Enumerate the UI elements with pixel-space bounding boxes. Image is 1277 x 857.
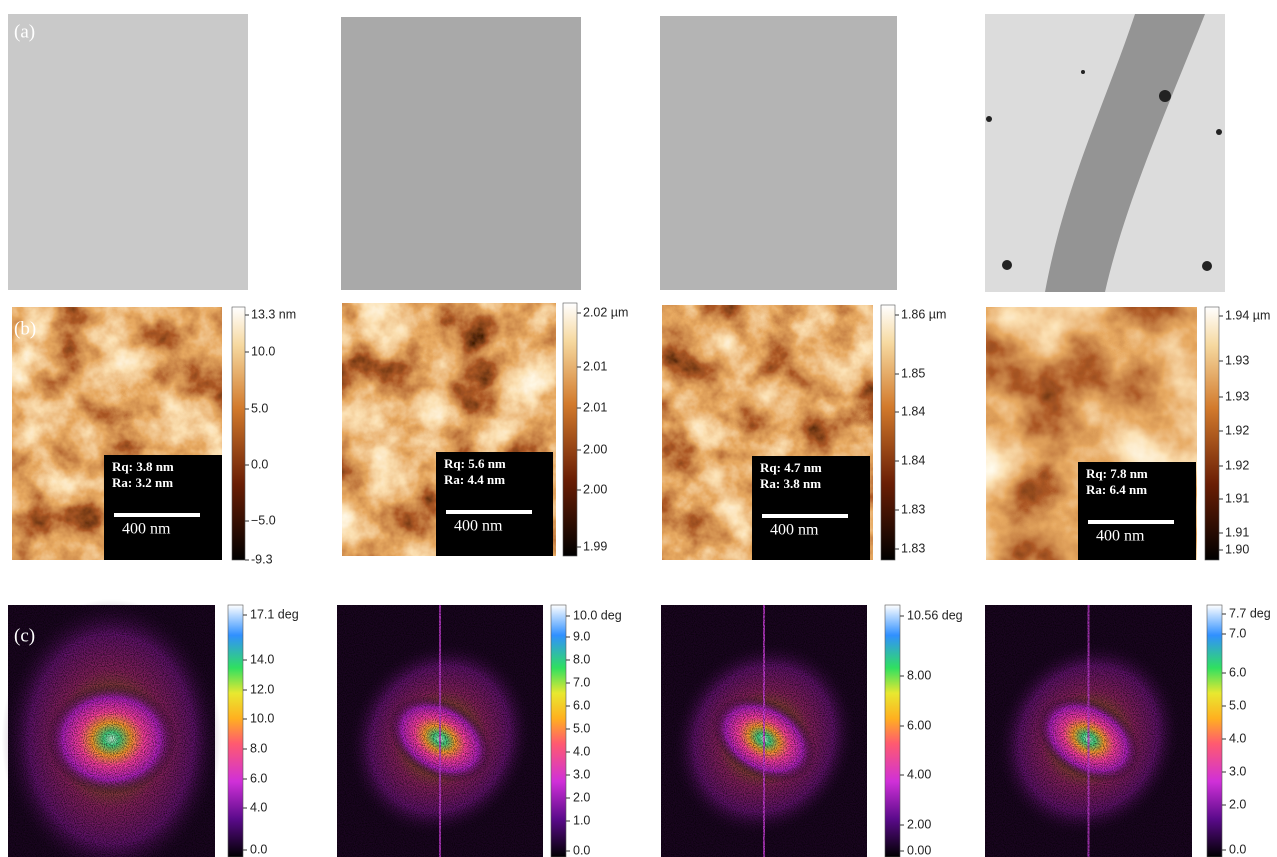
colorbar-label: 1.85 — [901, 366, 925, 380]
scale-label: 400 nm — [454, 518, 503, 535]
colorbar-label: 8.00 — [907, 668, 931, 682]
panel-label: (a) — [14, 21, 35, 42]
colorbar-label: 1.84 — [901, 404, 925, 418]
colorbar — [563, 303, 577, 556]
phase-grain — [661, 605, 867, 857]
particle — [1002, 260, 1012, 270]
particle — [1081, 70, 1085, 74]
colorbar-label: 1.0 — [573, 813, 590, 827]
colorbar-label: 0.0 — [251, 457, 268, 471]
particle — [986, 116, 992, 122]
colorbar-label: 17.1 deg — [250, 607, 299, 621]
colorbar-label: 8.0 — [573, 652, 590, 666]
colorbar-label: 0.0 — [250, 842, 267, 856]
phase-grain — [337, 605, 543, 857]
scale-label: 400 nm — [122, 521, 171, 538]
colorbar-label: 7.0 — [1229, 626, 1246, 640]
rq-label: Rq: 7.8 nm — [1086, 466, 1148, 481]
colorbar-label: 10.56 deg — [907, 608, 963, 622]
particle — [1159, 90, 1171, 102]
colorbar — [885, 605, 900, 857]
phase-grain — [8, 605, 215, 857]
colorbar-label: 1.94 µm — [1225, 308, 1270, 322]
colorbar-label: 3.0 — [573, 767, 590, 781]
colorbar — [1205, 307, 1219, 560]
colorbar-label: 8.0 — [250, 741, 267, 755]
colorbar-label: 1.92 — [1225, 423, 1249, 437]
colorbar-label: 1.86 µm — [901, 307, 946, 321]
colorbar-label: 13.3 nm — [251, 307, 296, 321]
colorbar — [232, 307, 245, 560]
ra-label: Ra: 4.4 nm — [444, 472, 505, 487]
colorbar-label: 1.91 — [1225, 525, 1249, 539]
colorbar-label: 12.0 — [250, 682, 274, 696]
colorbar-label: 10.0 — [251, 344, 275, 358]
figure: 13.3 nm10.05.00.0−5.0-9.3Rq: 3.8 nmRa: 3… — [0, 0, 1277, 857]
colorbar-label: 2.0 — [573, 790, 590, 804]
colorbar-label: 2.01 — [583, 359, 607, 373]
colorbar — [228, 605, 243, 857]
colorbar-label: 1.83 — [901, 541, 925, 555]
colorbar-label: 1.91 — [1225, 491, 1249, 505]
colorbar-label: 6.0 — [1229, 665, 1246, 679]
colorbar-label: 14.0 — [250, 652, 274, 666]
colorbar — [1207, 605, 1222, 857]
colorbar-label: 2.02 µm — [583, 305, 628, 319]
colorbar-label: 1.90 — [1225, 542, 1249, 556]
scale-label: 400 nm — [1096, 528, 1145, 545]
colorbar-label: 1.92 — [1225, 458, 1249, 472]
colorbar-label: 2.0 — [1229, 797, 1246, 811]
scale-label: 400 nm — [770, 522, 819, 539]
colorbar-label: 6.00 — [907, 718, 931, 732]
colorbar — [551, 605, 566, 857]
colorbar-label: 7.7 deg — [1229, 606, 1271, 620]
ra-label: Ra: 6.4 nm — [1086, 482, 1147, 497]
colorbar-label: 10.0 deg — [573, 608, 622, 622]
colorbar-label: 3.0 — [1229, 764, 1246, 778]
colorbar-label: 5.0 — [1229, 698, 1246, 712]
colorbar-label: -9.3 — [251, 552, 273, 566]
sem-image — [8, 14, 248, 290]
colorbar-label: 1.93 — [1225, 389, 1249, 403]
ra-label: Ra: 3.8 nm — [760, 476, 821, 491]
colorbar-label: 2.01 — [583, 400, 607, 414]
colorbar-label: 10.0 — [250, 711, 274, 725]
colorbar-label: 2.00 — [907, 817, 931, 831]
colorbar-label: 0.00 — [907, 843, 931, 857]
rq-label: Rq: 3.8 nm — [112, 459, 174, 474]
colorbar-label: −5.0 — [251, 513, 276, 527]
colorbar-label: 7.0 — [573, 675, 590, 689]
colorbar — [881, 305, 895, 560]
colorbar-label: 9.0 — [573, 629, 590, 643]
colorbar-label: 1.93 — [1225, 353, 1249, 367]
colorbar-label: 1.83 — [901, 502, 925, 516]
phase-grain — [985, 605, 1192, 857]
colorbar-label: 5.0 — [573, 721, 590, 735]
colorbar-label: 6.0 — [573, 698, 590, 712]
colorbar-label: 4.0 — [250, 800, 267, 814]
particle — [1216, 129, 1222, 135]
colorbar-label: 1.84 — [901, 453, 925, 467]
colorbar-label: 2.00 — [583, 482, 607, 496]
ra-label: Ra: 3.2 nm — [112, 475, 173, 490]
colorbar-label: 1.99 — [583, 539, 607, 553]
panel-label: (c) — [14, 625, 35, 646]
colorbar-label: 0.0 — [1229, 842, 1246, 856]
sem-image — [660, 16, 897, 290]
colorbar-label: 0.0 — [573, 843, 590, 857]
panel-label: (b) — [14, 318, 36, 339]
rq-label: Rq: 4.7 nm — [760, 460, 822, 475]
sem-image — [341, 17, 581, 290]
colorbar-label: 4.0 — [573, 744, 590, 758]
particle — [1202, 261, 1212, 271]
colorbar-label: 6.0 — [250, 771, 267, 785]
colorbar-label: 5.0 — [251, 401, 268, 415]
colorbar-label: 2.00 — [583, 442, 607, 456]
colorbar-label: 4.0 — [1229, 731, 1246, 745]
colorbar-label: 4.00 — [907, 767, 931, 781]
rq-label: Rq: 5.6 nm — [444, 456, 506, 471]
